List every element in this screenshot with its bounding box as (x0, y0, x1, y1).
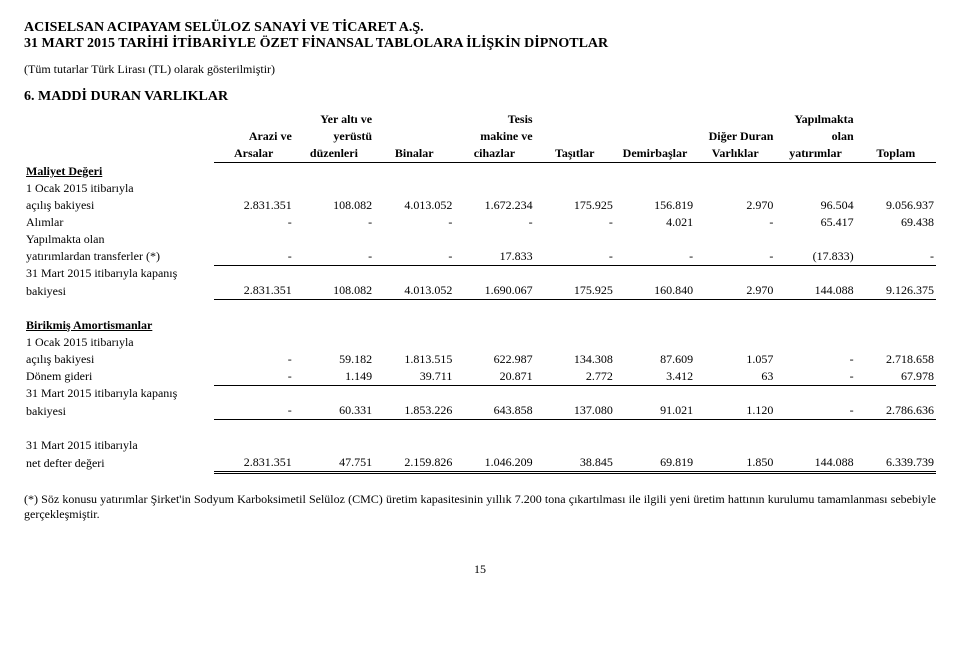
page-number: 15 (24, 562, 936, 577)
table-row: yatırımlardan transferler (*) -- -17.833… (24, 248, 936, 266)
table-row: açılış bakiyesi 2.831.351108.082 4.013.0… (24, 197, 936, 214)
row-label: 31 Mart 2015 itibarıyla kapanış (24, 385, 214, 402)
section-heading: 6. MADDİ DURAN VARLIKLAR (24, 89, 936, 105)
col-header: Yer altı ve (294, 111, 374, 128)
row-label: Yapılmakta olan (24, 231, 214, 248)
col-header: yatırımlar (775, 145, 855, 163)
col-header (214, 111, 294, 128)
table-row: net defter değeri 2.831.35147.751 2.159.… (24, 454, 936, 473)
col-header: makine ve (454, 128, 534, 145)
table-row: bakiyesi -60.331 1.853.226643.858 137.08… (24, 402, 936, 420)
report-title: 31 MART 2015 TARİHİ İTİBARİYLE ÖZET FİNA… (24, 36, 936, 52)
table-row: Alımlar -- -- -4.021 -65.417 69.438 (24, 214, 936, 231)
col-header: Taşıtlar (535, 145, 615, 163)
table-row: bakiyesi 2.831.351108.082 4.013.0521.690… (24, 282, 936, 300)
col-header: düzenleri (294, 145, 374, 163)
col-header: Tesis (454, 111, 534, 128)
col-header: Varlıklar (695, 145, 775, 163)
table-row: Dönem gideri -1.149 39.71120.871 2.7723.… (24, 368, 936, 386)
currency-note: (Tüm tutarlar Türk Lirası (TL) olarak gö… (24, 62, 936, 77)
col-header: Arazi ve (214, 128, 294, 145)
col-header: Demirbaşlar (615, 145, 695, 163)
row-label: 31 Mart 2015 itibarıyla kapanış (24, 265, 214, 282)
col-header: Binalar (374, 145, 454, 163)
row-label: 1 Ocak 2015 itibarıyla (24, 180, 214, 197)
fixed-assets-table: Yer altı ve Tesis Yapılmakta Arazi ve ye… (24, 111, 936, 474)
col-header: Arsalar (214, 145, 294, 163)
row-label: 1 Ocak 2015 itibarıyla (24, 334, 214, 351)
col-header: olan (775, 128, 855, 145)
col-header: Yapılmakta (775, 111, 855, 128)
col-header: Diğer Duran (695, 128, 775, 145)
table-row: açılış bakiyesi -59.182 1.813.515622.987… (24, 351, 936, 368)
col-header: cihazlar (454, 145, 534, 163)
col-header: yerüstü (294, 128, 374, 145)
section-cost: Maliyet Değeri (24, 163, 214, 180)
company-title: ACISELSAN ACIPAYAM SELÜLOZ SANAYİ VE TİC… (24, 20, 936, 36)
footnote: (*) Söz konusu yatırımlar Şirket'in Sody… (24, 492, 936, 522)
section-dep: Birikmiş Amortismanlar (24, 317, 214, 334)
row-label: 31 Mart 2015 itibarıyla (24, 437, 214, 454)
col-header: Toplam (856, 145, 936, 163)
